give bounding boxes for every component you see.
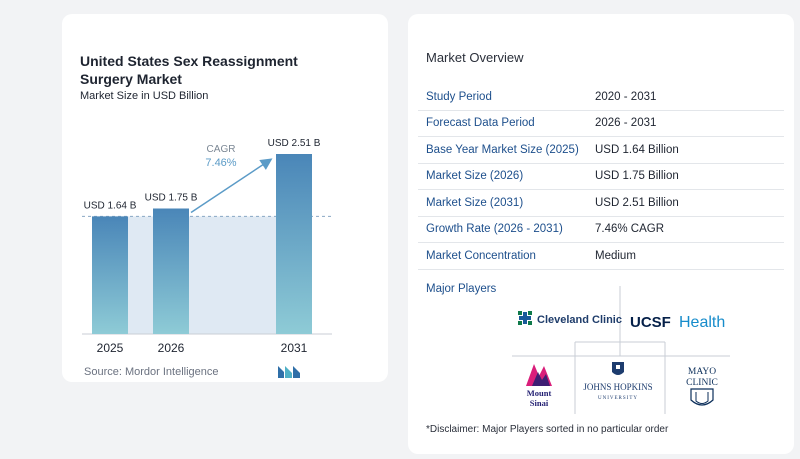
disclaimer: *Disclaimer: Major Players sorted in no … [426,424,669,435]
overview-row: Forecast Data Period 2026 - 2031 [418,111,784,137]
source-note: Source: Mordor Intelligence [84,366,219,378]
mount-sinai-line2: Sinai [530,398,549,408]
row-value: 7.46% CAGR [595,223,665,236]
reference-band [128,216,276,334]
overview-table: Study Period 2020 - 2031 Forecast Data Pe… [418,84,784,270]
row-key: Study Period [426,90,492,103]
tick-label-2025: 2025 [97,341,124,355]
chart-title: United States Sex Reassignment Surgery M… [80,53,298,87]
row-value: Medium [595,249,636,262]
row-key: Growth Rate (2026 - 2031) [426,223,563,236]
overview-row: Growth Rate (2026 - 2031) 7.46% CAGR [418,217,784,243]
ucsf-text: UCSF [630,314,671,331]
row-value: 2026 - 2031 [595,117,657,130]
row-key: Market Size (2026) [426,170,524,183]
data-label-2031: USD 2.51 B [268,138,321,149]
mordor-intelligence-logo [278,366,300,378]
health-text: Health [679,314,725,331]
market-size-chart: USD 1.64 B 2025 USD 1.75 B 2026 USD 2.51 B 20… [82,138,332,355]
major-players-title: Major Players [426,283,497,295]
row-key: Base Year Market Size (2025) [426,143,579,156]
chart-subtitle: Market Size in USD Billion [80,90,209,102]
johns-hopkins-line1: JOHNS HOPKINS [583,382,652,392]
row-key: Market Concentration [426,249,536,262]
row-value: USD 2.51 Billion [595,196,679,209]
row-key: Forecast Data Period [426,117,535,130]
data-label-2026: USD 1.75 B [145,193,198,204]
chart-card: USD 1.64 B 2025 USD 1.75 B 2026 USD 2.51 B 20… [62,14,388,382]
bar-2031 [276,154,312,334]
overview-row: Study Period 2020 - 2031 [418,84,784,111]
bar-2026 [153,208,189,334]
mayo-line2: CLINIC [686,378,718,388]
overview-row: Base Year Market Size (2025) USD 1.64 Bil… [418,137,784,164]
mount-sinai-line1: Mount [527,388,552,398]
overview-row: Market Size (2031) USD 2.51 Billion [418,190,784,217]
bar-2025 [92,216,128,334]
cleveland-clinic-logo: Cleveland Clinic [518,311,622,326]
cagr-label: CAGR [207,144,236,155]
johns-hopkins-logo: JOHNS HOPKINS UNIVERSITY [583,362,653,401]
row-value: 2020 - 2031 [595,90,657,103]
mayo-line1: MAYO [688,367,716,377]
mount-sinai-logo: Mount Sinai [526,364,552,408]
cagr-value: 7.46% [205,157,236,169]
row-value: USD 1.64 Billion [595,143,679,156]
tick-label-2031: 2031 [281,341,308,355]
cleveland-clinic-name: Cleveland Clinic [537,314,622,326]
tick-label-2026: 2026 [158,341,185,355]
overview-title: Market Overview [426,50,524,65]
overview-row: Market Concentration Medium [418,243,784,270]
mayo-clinic-logo: MAYO CLINIC [686,367,718,406]
cagr-arrow [190,158,273,214]
ucsf-health-logo: UCSF Health [630,314,725,331]
row-value: USD 1.75 Billion [595,170,679,183]
data-label-2025: USD 1.64 B [84,200,137,211]
overview-row: Market Size (2026) USD 1.75 Billion [418,164,784,190]
market-overview-card: Market Overview Study Period 2020 - 2031 … [408,14,794,454]
major-players-logos: Cleveland Clinic UCSF Health Mount Sinai… [512,286,730,414]
johns-hopkins-line2: UNIVERSITY [598,396,638,401]
row-key: Market Size (2031) [426,196,524,209]
